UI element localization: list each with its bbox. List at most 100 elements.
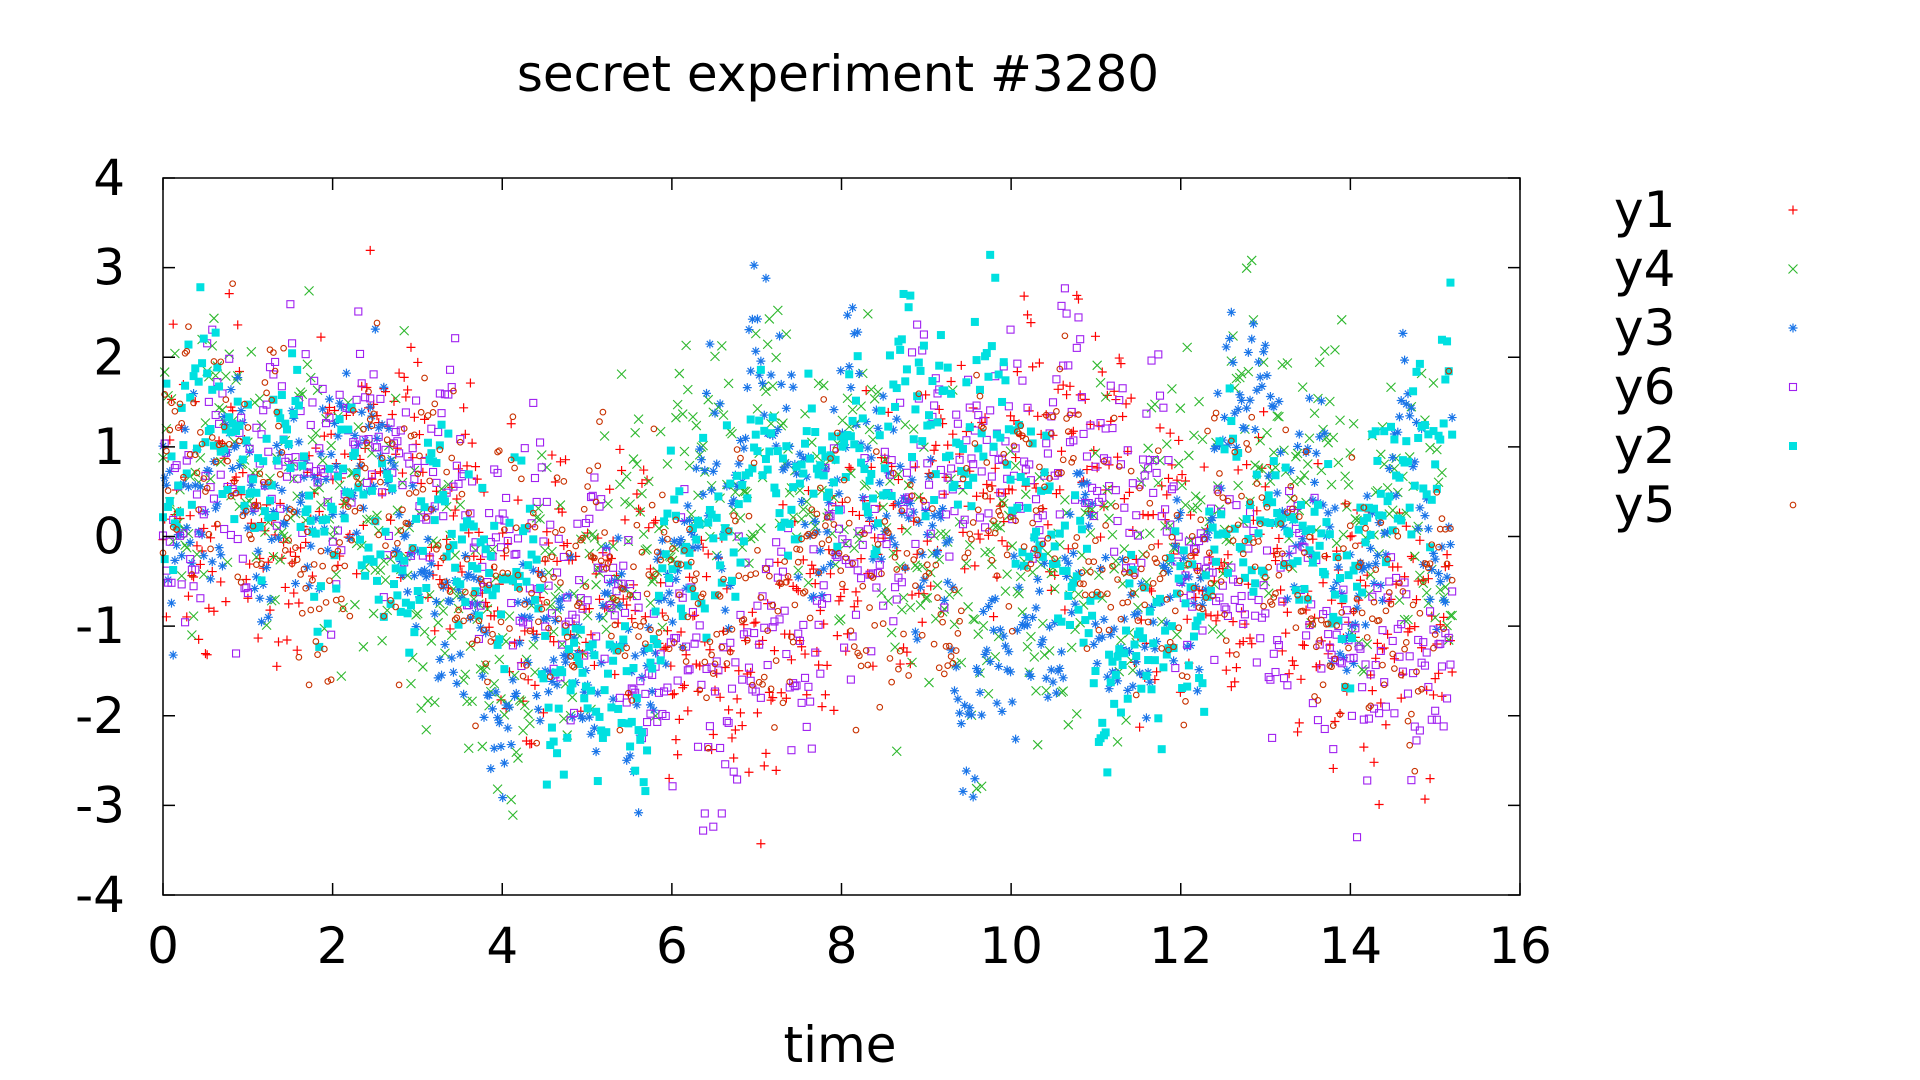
data-point bbox=[395, 552, 404, 561]
data-point bbox=[382, 542, 389, 550]
data-point bbox=[1311, 448, 1321, 458]
data-point bbox=[445, 365, 455, 374]
data-point bbox=[1317, 664, 1326, 673]
data-point bbox=[840, 643, 849, 652]
data-point bbox=[982, 645, 992, 655]
data-point bbox=[736, 558, 745, 567]
data-point bbox=[324, 678, 332, 685]
data-point bbox=[416, 452, 423, 460]
data-point bbox=[1131, 657, 1141, 667]
data-point bbox=[781, 403, 791, 413]
data-point bbox=[1047, 412, 1056, 421]
data-point bbox=[403, 452, 412, 461]
data-point bbox=[643, 590, 651, 598]
data-point bbox=[207, 341, 218, 351]
data-point bbox=[836, 592, 846, 602]
data-point bbox=[670, 639, 678, 646]
data-point bbox=[1212, 409, 1220, 417]
data-point bbox=[1060, 553, 1070, 563]
data-point bbox=[399, 372, 409, 382]
data-point bbox=[673, 566, 683, 576]
data-point bbox=[1156, 594, 1165, 603]
data-point bbox=[730, 487, 741, 497]
data-point bbox=[767, 381, 778, 392]
data-point bbox=[437, 420, 446, 429]
data-point bbox=[701, 658, 709, 666]
data-point bbox=[1111, 671, 1120, 680]
data-point bbox=[1125, 579, 1134, 588]
data-point bbox=[1050, 570, 1060, 580]
data-point bbox=[1347, 711, 1356, 720]
data-point bbox=[1143, 443, 1154, 454]
data-point bbox=[1226, 526, 1233, 533]
data-point bbox=[692, 570, 700, 578]
data-point bbox=[573, 519, 582, 528]
data-point bbox=[1123, 694, 1132, 703]
data-point bbox=[700, 604, 709, 613]
data-point bbox=[259, 457, 268, 466]
data-point bbox=[933, 547, 943, 557]
data-point bbox=[947, 464, 956, 473]
data-point bbox=[807, 560, 817, 570]
data-point bbox=[1002, 569, 1013, 579]
data-point bbox=[670, 495, 679, 504]
data-point bbox=[886, 655, 894, 662]
data-point bbox=[310, 428, 321, 439]
data-point bbox=[1065, 620, 1074, 629]
data-point bbox=[504, 702, 514, 712]
data-point bbox=[1060, 605, 1070, 615]
data-point bbox=[1403, 389, 1413, 399]
data-point bbox=[616, 726, 624, 734]
data-point bbox=[420, 414, 430, 424]
data-point bbox=[185, 537, 195, 547]
data-point bbox=[608, 632, 615, 640]
data-point bbox=[1418, 685, 1425, 693]
data-point bbox=[908, 492, 916, 500]
data-point bbox=[637, 478, 647, 488]
data-point bbox=[523, 709, 534, 719]
data-point bbox=[1237, 591, 1246, 601]
data-point bbox=[404, 519, 414, 529]
data-point bbox=[627, 717, 636, 726]
data-point bbox=[956, 360, 966, 370]
legend-marker-y1 bbox=[1788, 205, 1798, 215]
data-point bbox=[204, 397, 213, 406]
data-point bbox=[386, 455, 396, 465]
data-point bbox=[916, 366, 925, 375]
data-point bbox=[524, 561, 533, 570]
data-point bbox=[560, 478, 568, 485]
data-point bbox=[829, 705, 839, 715]
data-point bbox=[1083, 645, 1091, 652]
data-point bbox=[912, 582, 919, 590]
data-point bbox=[834, 506, 843, 515]
data-point bbox=[1266, 675, 1275, 684]
data-point bbox=[530, 633, 540, 643]
data-point bbox=[220, 423, 228, 431]
data-point bbox=[1058, 469, 1065, 477]
data-point bbox=[1189, 632, 1198, 641]
data-point bbox=[1040, 468, 1049, 477]
data-point bbox=[203, 484, 211, 492]
data-point bbox=[1433, 488, 1441, 496]
data-point bbox=[1002, 541, 1012, 551]
data-point bbox=[288, 560, 296, 568]
data-point bbox=[926, 529, 935, 538]
data-point bbox=[312, 638, 320, 645]
data-point bbox=[258, 560, 265, 568]
data-point bbox=[180, 424, 190, 434]
data-point bbox=[683, 561, 692, 570]
data-point bbox=[949, 659, 957, 667]
data-point bbox=[395, 449, 404, 458]
data-point bbox=[1284, 509, 1291, 516]
data-point bbox=[1324, 630, 1333, 639]
data-point bbox=[352, 569, 362, 579]
data-point bbox=[617, 718, 626, 727]
data-point bbox=[408, 481, 418, 491]
data-point bbox=[688, 543, 698, 553]
data-point bbox=[985, 546, 996, 557]
data-point bbox=[1346, 522, 1354, 530]
data-point bbox=[403, 587, 413, 597]
data-point bbox=[839, 580, 846, 588]
data-point bbox=[600, 654, 609, 663]
data-point bbox=[345, 489, 354, 498]
